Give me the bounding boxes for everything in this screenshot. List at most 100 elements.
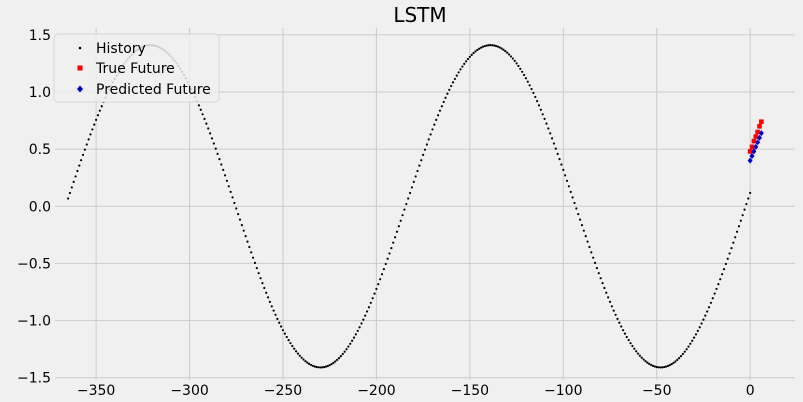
history-point [601, 282, 604, 285]
history-point [536, 100, 539, 103]
history-point [203, 117, 206, 121]
true-future-point [747, 149, 753, 154]
history-point [298, 354, 301, 357]
history-point [446, 92, 449, 95]
legend-predicted-future-label: Predicted Future [96, 82, 211, 98]
history-point [386, 257, 389, 260]
y-tick-label: 1.5 [29, 28, 51, 44]
history-point [379, 278, 382, 281]
history-point [683, 350, 686, 353]
history-point [638, 354, 641, 357]
history-point [354, 333, 357, 336]
history-point [100, 105, 103, 108]
history-point [416, 169, 419, 173]
history-point [743, 208, 746, 211]
history-point [543, 117, 546, 121]
history-point [666, 364, 670, 368]
history-point [289, 342, 292, 345]
history-point [89, 133, 92, 136]
predicted-future-point [751, 148, 757, 155]
history-point [651, 364, 655, 367]
history-point [489, 44, 492, 47]
history-point [672, 361, 675, 364]
history-point [427, 138, 430, 141]
history-point [726, 257, 729, 260]
true-future-point [757, 123, 762, 129]
history-point [210, 137, 214, 140]
history-point [399, 219, 402, 222]
x-tick-label: −350 [77, 383, 115, 399]
history-point [599, 277, 602, 280]
history-point [283, 332, 286, 335]
grid [55, 28, 795, 380]
history-point [571, 196, 574, 199]
history-point [678, 357, 681, 360]
history-point [435, 118, 438, 121]
history-point [444, 96, 447, 99]
history-point [259, 277, 262, 280]
history-point [498, 46, 501, 49]
history-point [749, 191, 752, 195]
history-point [465, 60, 468, 63]
history-point [272, 309, 275, 312]
history-point [72, 180, 75, 184]
history-point [440, 105, 443, 108]
history-point [291, 344, 294, 348]
history-point [270, 305, 273, 308]
history-point [629, 342, 632, 345]
history-point [502, 48, 505, 51]
history-point [255, 266, 258, 270]
history-point [248, 245, 251, 249]
axis-ticks: −350 −300 −250 −200 −150 −100 −50 0 1.5 1.0 0.5 0.0… [17, 28, 755, 399]
history-point [266, 296, 270, 299]
history-point [745, 202, 748, 206]
predicted-future-point [758, 130, 764, 137]
predicted-future-point [753, 143, 759, 150]
history-point [747, 197, 750, 200]
history-point [315, 365, 318, 369]
history-point [579, 218, 582, 221]
history-point [517, 64, 520, 68]
predicted-future-point [749, 153, 755, 159]
history-point [373, 292, 376, 295]
history-point [593, 261, 597, 265]
history-point [515, 62, 518, 65]
history-point [668, 364, 671, 367]
history-point [580, 224, 584, 227]
history-point [425, 143, 428, 146]
history-point [614, 313, 617, 316]
history-point [339, 355, 343, 358]
history-point [549, 132, 552, 135]
history-point [408, 191, 412, 195]
history-point [621, 329, 625, 332]
history-point [261, 282, 264, 285]
x-tick-label: −50 [642, 383, 672, 399]
history-point [664, 365, 668, 368]
history-point [212, 142, 215, 145]
history-point [431, 128, 434, 131]
history-point [550, 137, 554, 140]
history-point [319, 366, 322, 369]
history-point [711, 297, 714, 300]
history-point [197, 104, 200, 107]
history-point [737, 225, 741, 228]
history-point [448, 88, 451, 91]
true-future-series [747, 119, 764, 154]
legend-predicted-future-marker [77, 85, 83, 93]
history-point [96, 114, 100, 117]
history-point [85, 143, 88, 146]
legend-true-future-marker [77, 65, 83, 71]
history-point [235, 207, 238, 210]
history-point [455, 74, 458, 77]
history-point [702, 318, 705, 321]
history-point [309, 363, 313, 367]
history-point [483, 44, 486, 48]
history-point [227, 185, 230, 188]
history-point [590, 251, 593, 254]
history-point [433, 123, 436, 126]
history-point [362, 318, 365, 321]
history-point [476, 48, 479, 52]
history-point [519, 67, 522, 70]
true-future-point [755, 129, 760, 135]
history-point [253, 261, 257, 265]
